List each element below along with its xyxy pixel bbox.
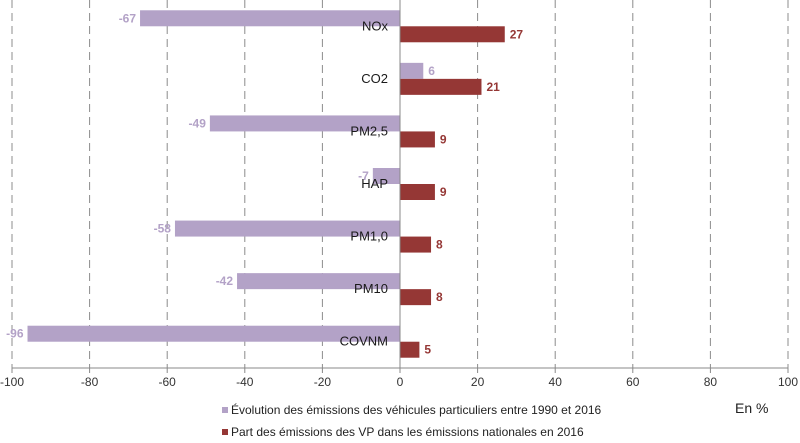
bar-evolution — [209, 115, 400, 132]
data-label-part: 8 — [436, 238, 443, 252]
legend-item-evolution: Évolution des émissions des véhicules pa… — [222, 403, 601, 417]
data-label-evolution: -58 — [154, 222, 172, 236]
data-label-part: 27 — [510, 27, 524, 41]
data-label-evolution: 6 — [428, 64, 435, 78]
category-label: PM2,5 — [350, 123, 388, 138]
data-label-part: 5 — [424, 343, 431, 357]
bars — [27, 10, 505, 358]
x-tick-label: 100 — [778, 375, 798, 389]
legend-label-part: Part des émissions des VP dans les émiss… — [231, 425, 584, 439]
category-label: PM1,0 — [350, 229, 388, 244]
x-tick-label: -60 — [159, 375, 177, 389]
data-label-part: 21 — [486, 80, 500, 94]
data-label-evolution: -49 — [189, 116, 207, 130]
bar-part — [400, 131, 435, 148]
category-label: CO2 — [361, 71, 388, 86]
data-label-part: 8 — [436, 290, 443, 304]
x-tick-label: -20 — [314, 375, 332, 389]
data-labels: -67 27 NOx 6 21 CO2 -49 9 PM2,5 -7 9 HAP -58 8 PM1,0 -4… — [6, 11, 523, 356]
bar-part — [400, 289, 432, 306]
bar-evolution — [174, 220, 400, 237]
data-label-part: 9 — [440, 132, 447, 146]
legend-swatch-part — [222, 429, 228, 435]
x-tick-label: 80 — [704, 375, 718, 389]
category-label: COVNM — [340, 334, 388, 349]
gridlines — [11, 0, 789, 368]
bar-part — [400, 26, 505, 43]
bar-part — [400, 78, 482, 95]
x-tick-label: 60 — [626, 375, 640, 389]
data-label-evolution: -67 — [119, 11, 137, 25]
bar-evolution — [27, 325, 401, 342]
x-tick-label: -100 — [0, 375, 24, 389]
data-label-part: 9 — [440, 185, 447, 199]
category-label: NOx — [362, 18, 389, 33]
x-tick-label: 0 — [397, 375, 404, 389]
x-axis: -100 -80 -60 -40 -20 0 20 40 60 80 100 — [0, 0, 798, 389]
bar-evolution — [400, 62, 424, 79]
bar-part — [400, 236, 432, 253]
category-label: HAP — [361, 176, 388, 191]
x-tick-label: -40 — [236, 375, 254, 389]
unit-label: En % — [735, 400, 769, 416]
x-tick-label: 40 — [549, 375, 563, 389]
bar-evolution — [372, 168, 400, 184]
category-label: PM10 — [354, 281, 388, 296]
bar-evolution — [140, 10, 401, 27]
data-label-evolution: -42 — [216, 274, 234, 288]
bar-part — [400, 184, 435, 200]
x-tick-label: 20 — [471, 375, 485, 389]
data-label-evolution: -96 — [6, 327, 24, 341]
x-tick-label: -80 — [81, 375, 99, 389]
legend-label-evolution: Évolution des émissions des véhicules pa… — [231, 403, 602, 417]
legend-item-part: Part des émissions des VP dans les émiss… — [222, 425, 584, 439]
data-label-evolution: -7 — [358, 169, 369, 183]
legend-swatch-evolution — [222, 407, 228, 413]
bar-evolution — [237, 273, 400, 290]
bar-part — [400, 341, 420, 358]
